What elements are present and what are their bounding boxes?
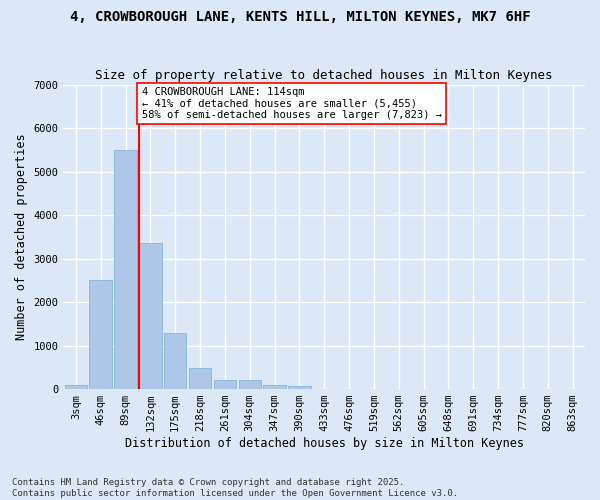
- Bar: [288, 386, 311, 389]
- Bar: [115, 150, 137, 389]
- Bar: [65, 384, 87, 389]
- Bar: [164, 332, 187, 389]
- Bar: [139, 244, 161, 389]
- Bar: [239, 380, 261, 389]
- Bar: [89, 280, 112, 389]
- Y-axis label: Number of detached properties: Number of detached properties: [15, 134, 28, 340]
- Bar: [214, 380, 236, 389]
- Bar: [263, 384, 286, 389]
- Text: 4 CROWBOROUGH LANE: 114sqm
← 41% of detached houses are smaller (5,455)
58% of s: 4 CROWBOROUGH LANE: 114sqm ← 41% of deta…: [142, 86, 442, 120]
- X-axis label: Distribution of detached houses by size in Milton Keynes: Distribution of detached houses by size …: [125, 437, 524, 450]
- Text: Contains HM Land Registry data © Crown copyright and database right 2025.
Contai: Contains HM Land Registry data © Crown c…: [12, 478, 458, 498]
- Text: 4, CROWBOROUGH LANE, KENTS HILL, MILTON KEYNES, MK7 6HF: 4, CROWBOROUGH LANE, KENTS HILL, MILTON …: [70, 10, 530, 24]
- Title: Size of property relative to detached houses in Milton Keynes: Size of property relative to detached ho…: [95, 69, 553, 82]
- Bar: [189, 368, 211, 389]
